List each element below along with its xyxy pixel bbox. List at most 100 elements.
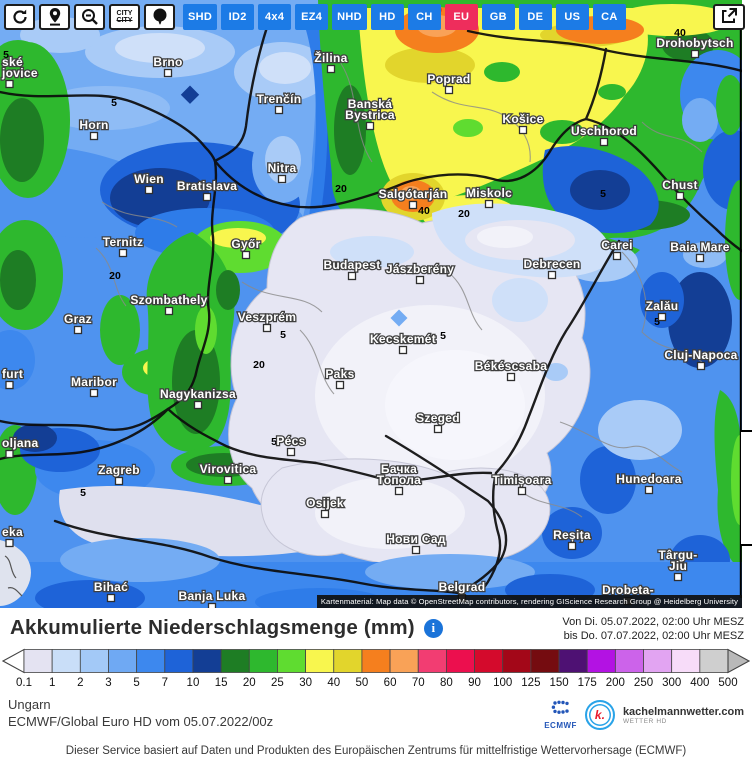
contour-label: 5 [440,330,446,342]
zoom-out-button[interactable] [74,4,105,30]
city-label: Poprad [426,71,472,95]
legend-tick: 70 [411,677,425,689]
city-label: Veszprém [236,309,297,333]
legend-title: Akkumulierte Niederschlagsmenge (mm) [10,616,415,639]
city-label: Virovitica [198,461,257,485]
city-label: Debrecen [522,256,582,280]
precipitation-layer [0,0,742,608]
share-button[interactable] [713,4,745,30]
model-button-us[interactable]: US [555,4,589,30]
disclaimer-text: Dieser Service basiert auf Daten und Pro… [65,745,687,757]
city-label: Cluj-Napoca [663,347,739,371]
svg-text:furt: furt [2,367,23,381]
model-button-shd[interactable]: SHD [183,4,218,30]
legend-tick: 10 [186,677,200,689]
city-label: Hunedoara [615,471,683,495]
city-label: ské jovice [0,54,39,89]
city-label: Uschhorod [570,123,638,147]
city-label: Belgrad [437,579,486,603]
city-label: Budapest [322,257,382,281]
svg-text:Maribor: Maribor [71,375,117,389]
contour-label: 5 [271,436,277,448]
svg-text:Győr: Győr [231,237,260,251]
model-button-id2[interactable]: ID2 [221,4,255,30]
ecmwf-label: ECMWF [544,721,577,730]
city-label: oljana [1,435,40,459]
legend-tick: 150 [549,677,569,689]
balloon-button[interactable] [144,4,175,30]
location-button[interactable] [39,4,70,30]
svg-text:Hunedoara: Hunedoara [616,472,681,486]
svg-text:Osijek: Osijek [306,496,344,510]
model-selector: SHD ID2 4x4 EZ4 NHD HD CH EU GB DE US CA [183,4,626,30]
svg-text:Budapest: Budapest [323,258,380,272]
contour-label: 5 [111,97,117,109]
model-button-de[interactable]: DE [518,4,552,30]
city-label: Бачка Топола [376,461,422,496]
model-button-ca[interactable]: CA [592,4,626,30]
model-button-ch[interactable]: CH [407,4,441,30]
legend-tick: 250 [633,677,654,689]
kachelmann-sub: WETTER HD [622,717,667,725]
svg-text:Virovitica: Virovitica [200,462,257,476]
svg-text:Timișoara: Timișoara [492,473,551,487]
model-info: Ungarn ECMWF/Global Euro HD vom 05.07.20… [8,696,273,730]
map-toolbar: CITY CITY SHD ID2 4x4 EZ4 NHD HD CH EU GB DE US CA [4,4,626,30]
city-label: Нови Сад [385,531,447,555]
city-labels-icon: CITY [116,9,133,17]
ecmwf-logo: ECMWF [544,700,577,730]
valid-period: Von Di. 05.07.2022, 02:00 Uhr MESZ bis D… [562,615,744,643]
city-label: Timișoara [491,472,553,496]
svg-text:Kecskemét: Kecskemét [370,332,436,346]
kachelmann-site: kachelmannwetter.com [622,705,744,718]
city-label: Osijek [305,495,345,519]
city-label: Nitra [266,160,297,184]
city-label: Zalău [644,298,679,322]
contour-label: 5 [3,49,9,61]
city-label: furt [1,366,24,390]
svg-text:Banja Luka: Banja Luka [178,589,245,603]
city-labels-toggle[interactable]: CITY CITY [109,4,140,30]
legend-tick: 100 [493,677,513,689]
contour-label: 40 [418,205,430,217]
refresh-button[interactable] [4,4,35,30]
svg-text:Veszprém: Veszprém [238,310,296,324]
city-label: Békéscsaba [474,358,548,382]
model-button-eu[interactable]: EU [444,4,478,30]
city-label: Târgu-Jiu [657,547,699,582]
legend-tick: 5 [133,677,140,689]
kachelmann-wordmark: kachelmannwetter.com WETTER HD [623,706,744,725]
svg-text:Graz: Graz [64,312,92,326]
city-label: Pécs [275,433,307,457]
contour-label: 20 [109,270,121,282]
weather-map[interactable]: 5 5 40 20 40 20 5 20 5 5 20 5 5 5 ské jovice Brno Žilina… [0,0,742,608]
model-button-4x4[interactable]: 4x4 [258,4,292,30]
model-button-nhd[interactable]: NHD [332,4,367,30]
ecmwf-icon [548,700,574,720]
share-icon [720,7,738,28]
model-button-gb[interactable]: GB [481,4,515,30]
legend-tick: 50 [355,677,369,689]
model-button-hd[interactable]: HD [370,4,404,30]
city-label: Reșița [552,527,592,551]
city-label: Banja Luka [177,588,247,608]
contour-label: 40 [674,27,686,39]
svg-text:oljana: oljana [2,436,39,450]
info-icon[interactable]: i [423,618,443,638]
city-label: Chust [661,177,699,201]
city-label: Wien [133,171,165,195]
svg-text:Szombathely: Szombathely [130,293,207,307]
legend-tick: 60 [383,677,397,689]
model-button-ez4[interactable]: EZ4 [295,4,329,30]
svg-text:Uschhorod: Uschhorod [571,124,637,138]
legend-tick: 0.1 [16,677,32,689]
svg-text:Drobeta-: Drobeta- [602,583,654,597]
svg-text:Žilina: Žilina [314,50,347,65]
svg-text:Horn: Horn [79,118,108,132]
balloon-icon [151,7,169,27]
city-label: Paks [324,366,356,390]
legend-tick: 40 [327,677,341,689]
svg-text:Poprad: Poprad [427,72,470,86]
